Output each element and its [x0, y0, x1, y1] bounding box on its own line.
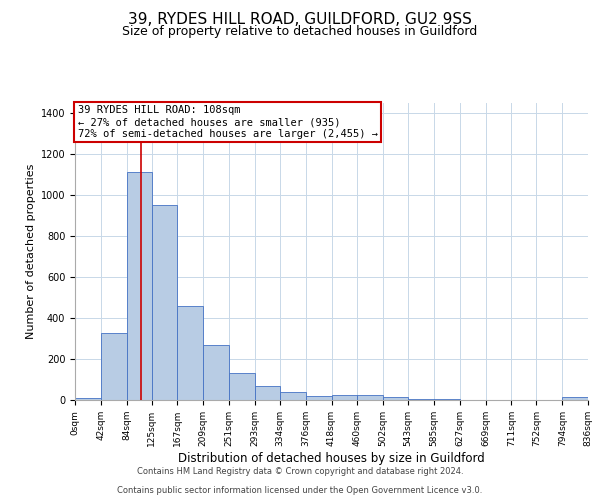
- Bar: [383, 397, 408, 400]
- Bar: [280, 392, 306, 400]
- Text: Contains public sector information licensed under the Open Government Licence v3: Contains public sector information licen…: [118, 486, 482, 495]
- Bar: [331, 395, 357, 400]
- X-axis label: Distribution of detached houses by size in Guildford: Distribution of detached houses by size …: [178, 452, 485, 464]
- Text: Contains HM Land Registry data © Crown copyright and database right 2024.: Contains HM Land Registry data © Crown c…: [137, 467, 463, 476]
- Bar: [408, 399, 434, 400]
- Bar: [229, 374, 255, 400]
- Bar: [434, 399, 460, 400]
- Bar: [203, 344, 229, 400]
- Bar: [127, 172, 152, 400]
- Y-axis label: Number of detached properties: Number of detached properties: [26, 164, 37, 339]
- Bar: [562, 397, 588, 400]
- Text: Size of property relative to detached houses in Guildford: Size of property relative to detached ho…: [122, 25, 478, 38]
- Bar: [101, 334, 127, 400]
- Bar: [357, 395, 383, 400]
- Text: 39 RYDES HILL ROAD: 108sqm
← 27% of detached houses are smaller (935)
72% of sem: 39 RYDES HILL ROAD: 108sqm ← 27% of deta…: [77, 106, 377, 138]
- Bar: [178, 306, 203, 400]
- Text: 39, RYDES HILL ROAD, GUILDFORD, GU2 9SS: 39, RYDES HILL ROAD, GUILDFORD, GU2 9SS: [128, 12, 472, 28]
- Bar: [75, 398, 101, 400]
- Bar: [255, 386, 280, 400]
- Bar: [152, 205, 178, 400]
- Bar: [306, 396, 331, 400]
